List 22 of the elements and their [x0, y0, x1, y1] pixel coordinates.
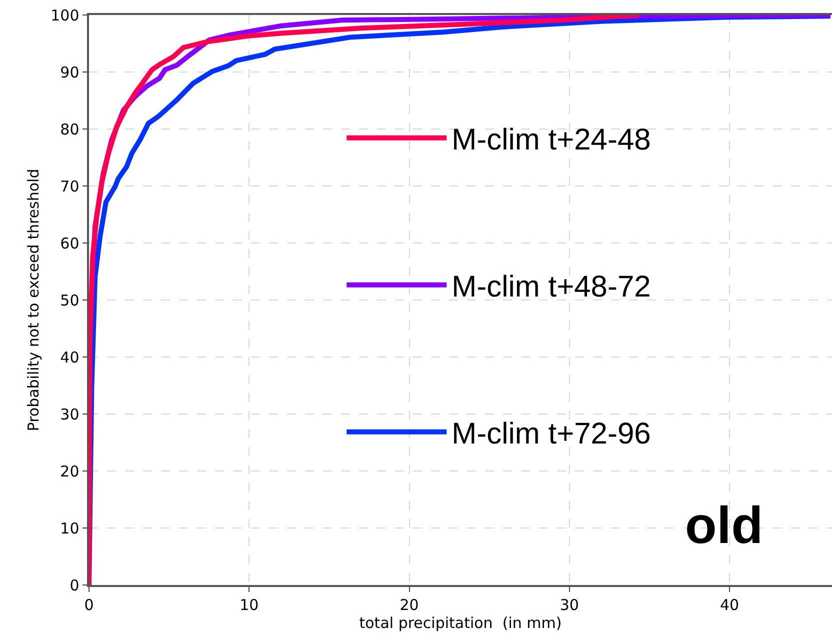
y-tick-label: 0: [70, 576, 80, 594]
y-tick-label: 60: [60, 234, 80, 252]
x-axis-title: total precipitation (in mm): [359, 614, 562, 632]
y-tick-label: 80: [60, 120, 80, 138]
annotation: old: [685, 497, 763, 555]
legend-label: M-clim t+72-96: [452, 418, 651, 451]
x-tick-label: 0: [84, 596, 94, 614]
y-tick-label: 100: [50, 6, 80, 24]
legend-label: M-clim t+24-48: [452, 124, 651, 157]
y-tick-label: 50: [60, 291, 80, 310]
y-tick-label: 30: [60, 405, 80, 424]
x-tick-label: 40: [720, 596, 740, 614]
y-tick-label: 70: [60, 177, 80, 196]
x-tick-label: 10: [240, 596, 259, 614]
y-tick-label: 90: [60, 63, 80, 82]
x-tick-label: 30: [560, 596, 579, 614]
y-axis-title: Probability not to exceed threshold: [24, 168, 42, 432]
legend-label: M-clim t+48-72: [452, 270, 651, 304]
y-tick-label: 10: [60, 519, 80, 538]
x-tick-label: 20: [400, 596, 419, 614]
y-tick-label: 20: [60, 462, 80, 480]
y-tick-label: 40: [60, 348, 80, 366]
